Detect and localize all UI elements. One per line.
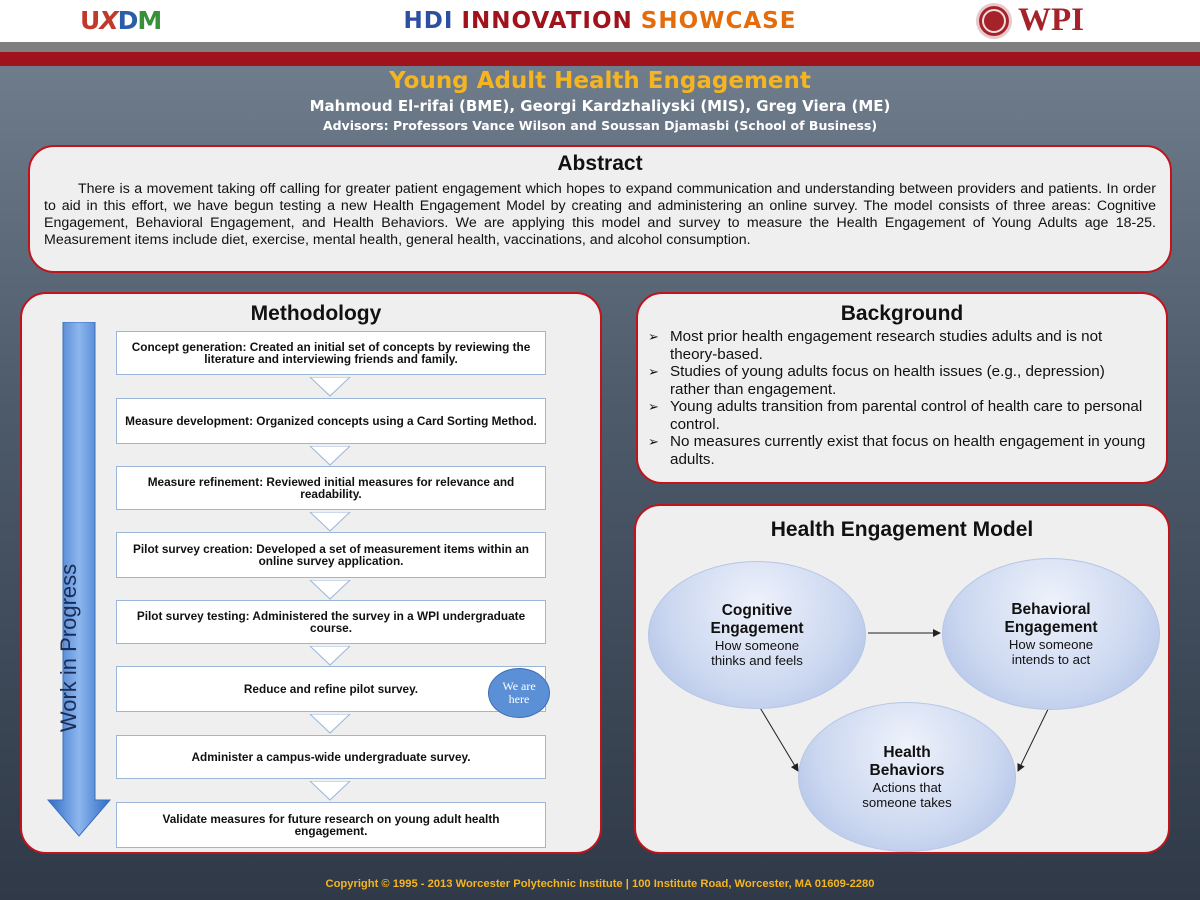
showcase-innovation: INNOVATION xyxy=(461,8,633,34)
step-campus-survey: Administer a campus-wide undergraduate s… xyxy=(116,735,546,779)
methodology-panel: Methodology Work in Progress Concept gen… xyxy=(20,292,602,854)
abstract-title: Abstract xyxy=(557,152,643,175)
behavioral-engagement-node: Behavioral Engagement How someone intend… xyxy=(942,558,1160,710)
arrow-bullet-icon: ➢ xyxy=(648,329,659,344)
chevron-down-icon xyxy=(309,646,351,666)
divider-gray xyxy=(0,42,1200,52)
wpi-seal-icon xyxy=(976,3,1012,39)
list-item: ➢ Young adults transition from parental c… xyxy=(648,398,1143,433)
wpi-logo: WPI xyxy=(1018,2,1084,38)
model-arrows xyxy=(755,629,1053,772)
background-title: Background xyxy=(840,302,964,325)
methodology-title: Methodology xyxy=(250,302,382,325)
abstract-text: There is a movement taking off calling f… xyxy=(44,181,1156,248)
we-are-here-badge: We are here xyxy=(488,668,550,718)
chevron-down-icon xyxy=(309,580,351,600)
list-item: ➢ Most prior health engagement research … xyxy=(648,328,1103,363)
arrow-behavioral-to-health xyxy=(1017,700,1053,772)
cognitive-engagement-node: Cognitive Engagement How someone thinks … xyxy=(648,561,866,709)
step-reduce-refine: Reduce and refine pilot survey. xyxy=(116,666,546,712)
step-concept-generation: Concept generation: Created an initial s… xyxy=(116,331,546,375)
step-pilot-survey-creation: Pilot survey creation: Developed a set o… xyxy=(116,532,546,578)
divider-red xyxy=(0,52,1200,66)
list-item: ➢ Studies of young adults focus on health… xyxy=(648,363,1105,398)
copyright-footer: Copyright © 1995 - 2013 Worcester Polyte… xyxy=(325,878,875,890)
arrow-bullet-icon: ➢ xyxy=(648,399,659,414)
step-measure-development: Measure development: Organized concepts … xyxy=(116,398,546,444)
work-in-progress-arrow-icon xyxy=(46,322,112,837)
step-measure-refinement: Measure refinement: Reviewed initial mea… xyxy=(116,466,546,510)
abstract-panel: Abstract There is a movement taking off … xyxy=(28,145,1172,273)
list-item: ➢ No measures currently exist that focus … xyxy=(648,433,1146,468)
poster-title: Young Adult Health Engagement xyxy=(389,68,811,94)
showcase-showcase: SHOWCASE xyxy=(640,8,797,34)
background-panel: Background ➢ Most prior health engagemen… xyxy=(636,292,1168,484)
step-pilot-survey-testing: Pilot survey testing: Administered the s… xyxy=(116,600,546,644)
chevron-down-icon xyxy=(309,446,351,466)
arrow-bullet-icon: ➢ xyxy=(648,434,659,449)
showcase-heading: HDI INNOVATION SHOWCASE xyxy=(380,8,820,34)
chevron-down-icon xyxy=(309,714,351,734)
health-behaviors-node: Health Behaviors Actions that someone ta… xyxy=(798,702,1016,852)
step-validate-measures: Validate measures for future research on… xyxy=(116,802,546,848)
poster-authors: Mahmoud El-rifai (BME), Georgi Kardzhali… xyxy=(309,97,891,115)
chevron-down-icon xyxy=(309,377,351,397)
uxdm-logo: UXDM xyxy=(80,6,162,35)
background-list: ➢ Most prior health engagement research … xyxy=(648,328,1148,468)
poster-advisors: Advisors: Professors Vance Wilson and So… xyxy=(322,118,878,133)
showcase-hdi: HDI xyxy=(403,8,454,34)
arrow-cognitive-to-health xyxy=(755,700,799,772)
header-bar: UXDM HDI INNOVATION SHOWCASE WPI xyxy=(0,0,1200,42)
health-engagement-model-panel: Health Engagement Model Cognitive Engage… xyxy=(634,504,1170,854)
model-title: Health Engagement Model xyxy=(770,518,1034,541)
arrow-bullet-icon: ➢ xyxy=(648,364,659,379)
chevron-down-icon xyxy=(309,781,351,801)
chevron-down-icon xyxy=(309,512,351,532)
